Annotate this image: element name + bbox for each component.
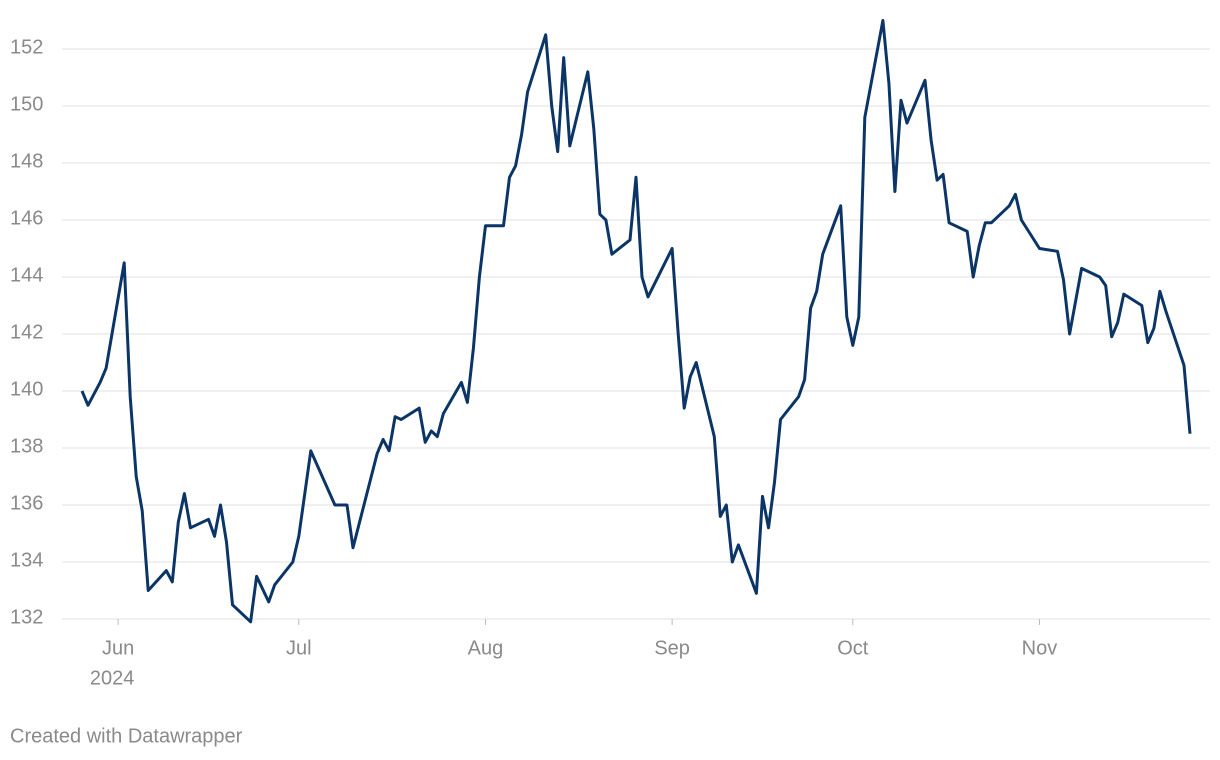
y-tick-label: 132 [10,606,43,628]
y-tick-label: 144 [10,264,43,286]
y-tick-label: 152 [10,36,43,58]
y-tick-label: 138 [10,435,43,457]
y-tick-label: 146 [10,207,43,229]
x-tick-label: Jul [286,637,312,659]
x-year-label: 2024 [90,667,135,689]
source-note: Created with Datawrapper [10,725,243,747]
x-tick-label: Sep [654,637,690,659]
y-tick-label: 148 [10,150,43,172]
x-tick-label: Jun [102,637,134,659]
y-tick-label: 142 [10,321,43,343]
y-tick-label: 136 [10,492,43,514]
x-tick-label: Oct [837,637,869,659]
data-line [80,19,1192,624]
y-tick-label: 150 [10,93,43,115]
x-tick-label: Aug [468,637,504,659]
y-tick-label: 140 [10,378,43,400]
x-tick-label: Nov [1022,637,1058,659]
y-tick-label: 134 [10,549,43,571]
